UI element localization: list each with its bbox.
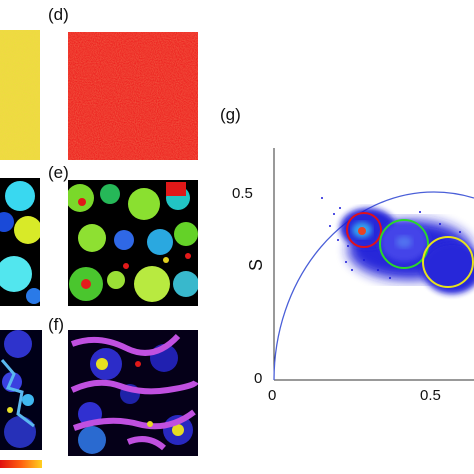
y-axis-label: S [246, 258, 267, 272]
panel-label-f: (f) [48, 315, 65, 334]
panel-label-g: (g) [220, 105, 241, 124]
image-panel-d [68, 32, 198, 160]
image-panel-e [68, 180, 198, 306]
x-tick-0.5: 0.5 [420, 387, 441, 404]
y-tick-0: 0 [254, 370, 263, 387]
scatter-dots [321, 197, 461, 285]
image-panel-a-partial [0, 30, 40, 160]
image-panel-c-partial [0, 330, 42, 450]
green-selection-circle [379, 219, 429, 269]
phasor-cloud [340, 208, 474, 294]
y-tick-0.5: 0.5 [232, 185, 253, 202]
x-tick-0: 0 [268, 387, 277, 404]
panel-label-e: (e) [48, 163, 69, 182]
colorbar [0, 460, 42, 468]
image-panel-f [68, 330, 198, 456]
red-selection-circle [346, 212, 382, 248]
yellow-selection-circle [422, 236, 474, 288]
panel-label-d: (d) [48, 5, 69, 24]
image-panel-b-partial [0, 178, 40, 306]
